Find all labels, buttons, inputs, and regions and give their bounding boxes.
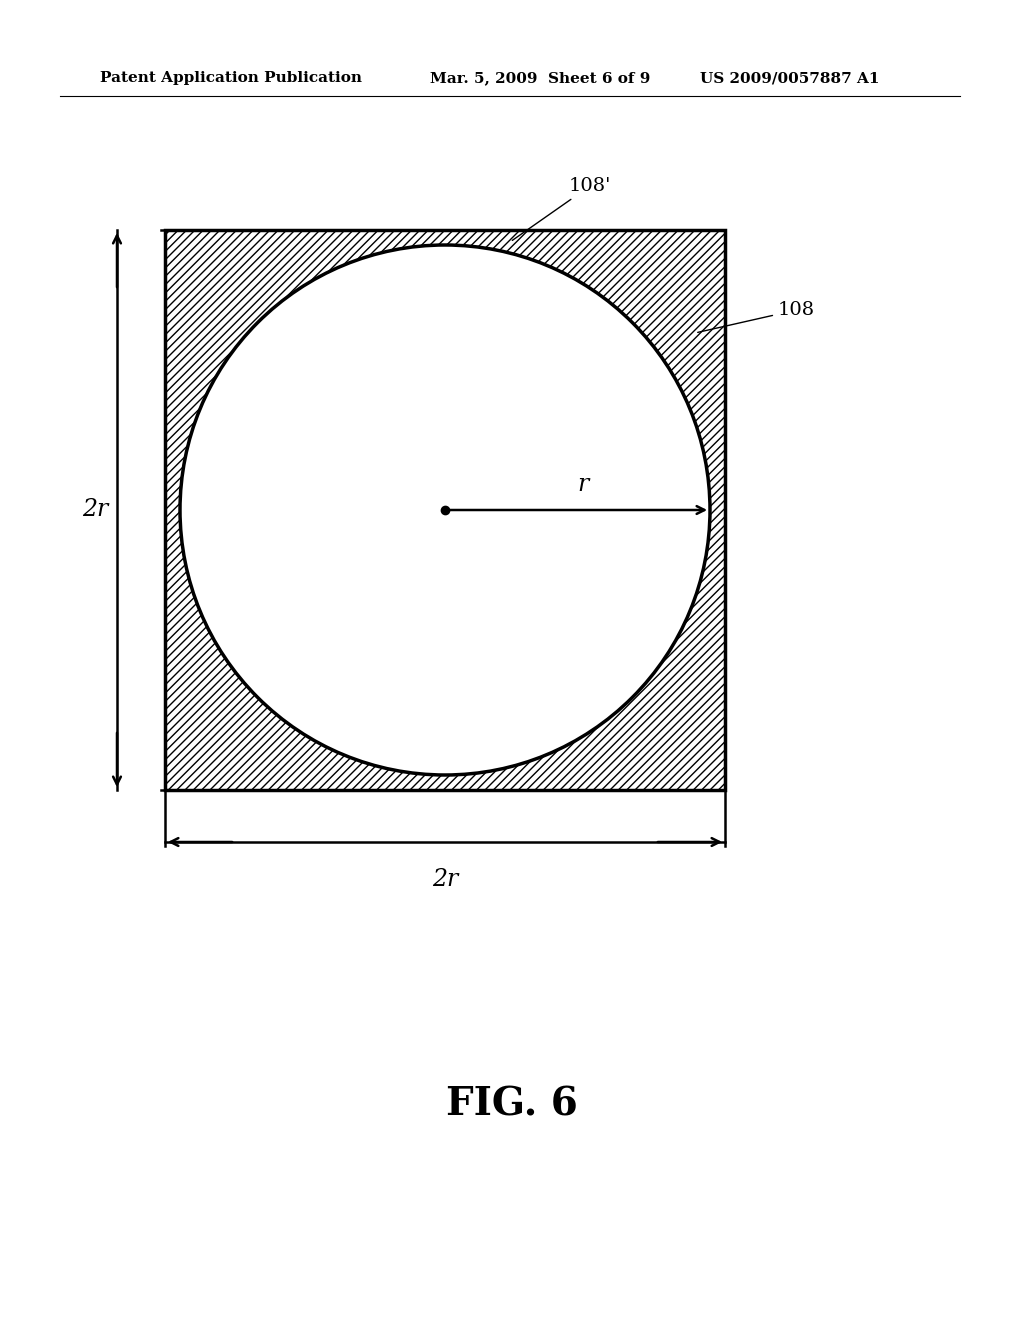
Circle shape bbox=[180, 246, 710, 775]
Text: Patent Application Publication: Patent Application Publication bbox=[100, 71, 362, 84]
Text: 2r: 2r bbox=[82, 499, 109, 521]
Text: 108': 108' bbox=[512, 177, 611, 240]
Text: 2r: 2r bbox=[432, 869, 458, 891]
Text: US 2009/0057887 A1: US 2009/0057887 A1 bbox=[700, 71, 880, 84]
Text: r: r bbox=[578, 473, 589, 496]
Text: FIG. 6: FIG. 6 bbox=[446, 1086, 578, 1125]
PathPatch shape bbox=[165, 230, 725, 789]
Text: 108: 108 bbox=[697, 301, 815, 333]
Bar bbox=[165, 230, 725, 789]
Text: Mar. 5, 2009  Sheet 6 of 9: Mar. 5, 2009 Sheet 6 of 9 bbox=[430, 71, 650, 84]
